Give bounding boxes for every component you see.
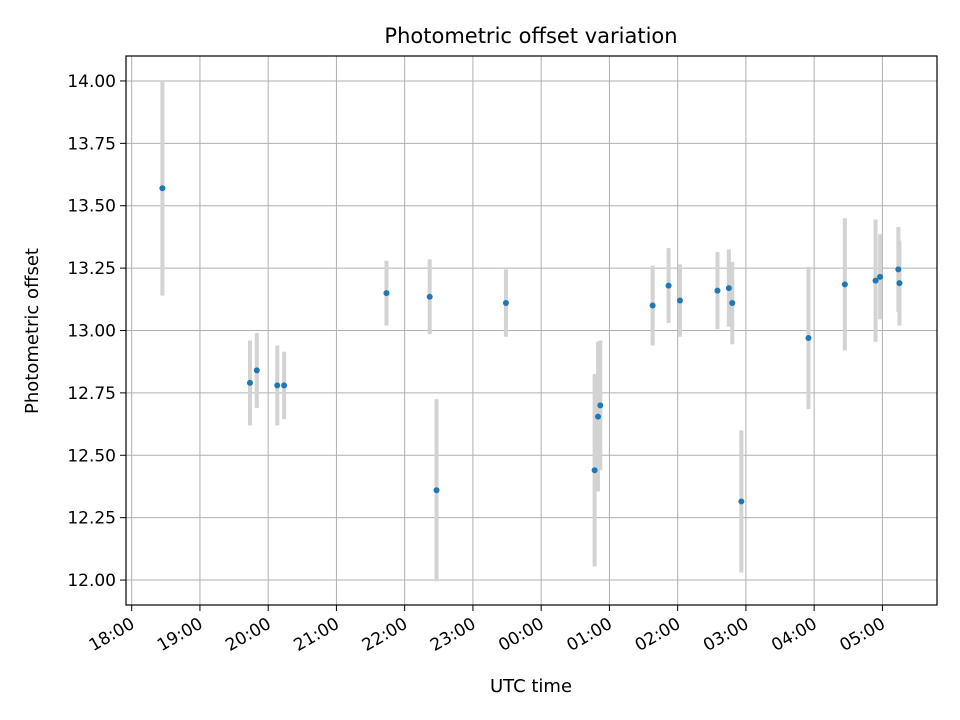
data-point: [426, 293, 433, 300]
data-point: [649, 302, 656, 309]
data-point: [597, 402, 604, 409]
y-tick-label: 12.75: [67, 384, 116, 404]
data-point: [738, 498, 745, 505]
data-point: [665, 282, 672, 289]
data-point: [841, 281, 848, 288]
y-axis-label: Photometric offset: [22, 248, 43, 414]
grid-lines: [126, 56, 937, 605]
data-point: [895, 266, 902, 273]
data-point: [896, 280, 903, 287]
y-tick-label: 13.00: [67, 322, 116, 342]
y-tick-label: 13.50: [67, 197, 116, 217]
data-point: [805, 334, 812, 341]
data-point: [246, 379, 253, 386]
data-point: [159, 185, 166, 192]
data-point: [253, 367, 260, 374]
data-point: [595, 413, 602, 420]
y-tick-label: 12.50: [67, 446, 116, 466]
data-point: [729, 300, 736, 307]
y-tick-label: 12.00: [67, 571, 116, 591]
data-point: [383, 290, 390, 297]
data-point: [714, 287, 721, 294]
y-axis-ticks: 12.00 12.25 12.50 12.75 13.00 13.25 13.50 13.75…: [67, 72, 126, 591]
x-axis-label: UTC time: [490, 676, 572, 697]
y-tick-label: 13.25: [67, 259, 116, 279]
data-point: [872, 277, 879, 284]
data-point: [877, 273, 884, 280]
data-point: [433, 487, 440, 494]
y-tick-label: 12.25: [67, 509, 116, 529]
chart-title: Photometric offset variation: [384, 24, 677, 48]
data-point: [274, 382, 281, 389]
y-tick-label: 13.75: [67, 134, 116, 154]
data-point: [591, 467, 598, 474]
data-point: [281, 382, 288, 389]
data-point: [676, 297, 683, 304]
data-point: [725, 285, 732, 292]
y-tick-label: 14.00: [67, 72, 116, 92]
data-points: [159, 185, 903, 505]
data-point: [502, 300, 509, 307]
